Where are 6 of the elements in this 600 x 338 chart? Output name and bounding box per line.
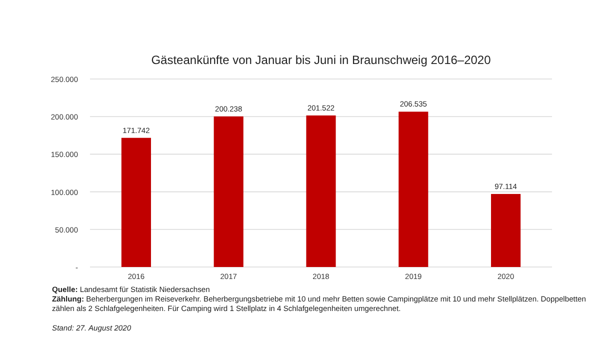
bar — [306, 115, 336, 267]
bar — [491, 194, 521, 267]
bar — [398, 112, 428, 267]
bar — [214, 116, 244, 267]
chart-title: Gästeankünfte von Januar bis Juni in Braunschweig 2016–2020 — [151, 53, 492, 67]
bar — [121, 138, 151, 267]
